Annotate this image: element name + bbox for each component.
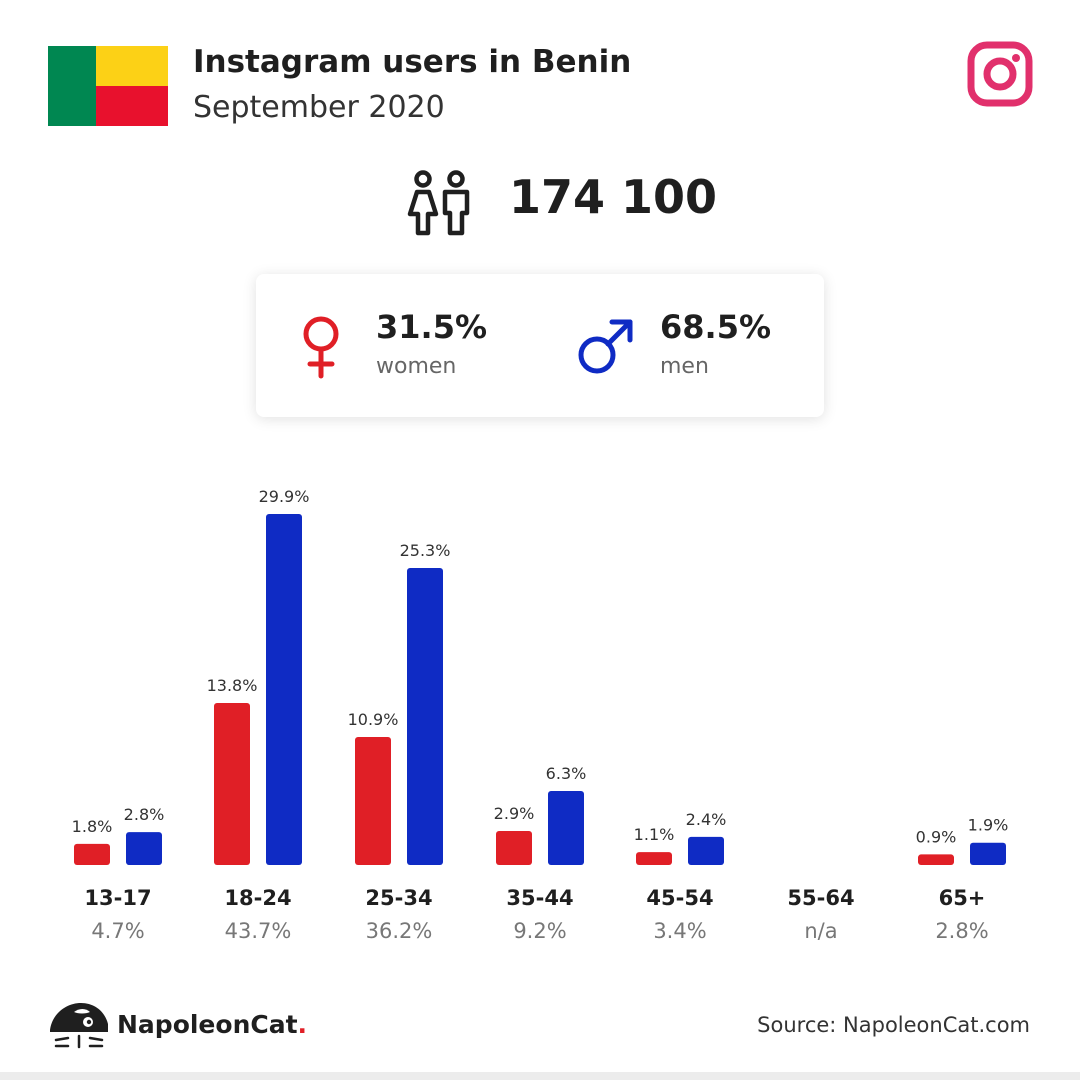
category-label-25-34: 25-34 bbox=[365, 886, 432, 910]
bar-men-25-34 bbox=[407, 568, 443, 865]
benin-flag bbox=[48, 46, 168, 126]
men-label: men bbox=[660, 354, 709, 379]
brand-dot: . bbox=[297, 1010, 308, 1039]
bar-men-35-44 bbox=[548, 791, 584, 865]
data-label-women-65+: 0.9% bbox=[916, 827, 957, 846]
flag-green-band bbox=[48, 46, 96, 126]
category-total-25-34: 36.2% bbox=[366, 919, 433, 943]
male-symbol-icon bbox=[578, 319, 633, 374]
data-label-men-35-44: 6.3% bbox=[546, 764, 587, 783]
age-gender-bar-chart: 1.8% 2.8% 13-17 4.7% 13.8% 29.9% 18-24 43.7% 10.… bbox=[72, 487, 1009, 943]
bar-women-13-17 bbox=[74, 843, 110, 865]
instagram-icon bbox=[967, 41, 1033, 107]
bar-men-18-24 bbox=[266, 514, 302, 865]
flag-red-band bbox=[96, 86, 168, 126]
female-symbol-icon bbox=[303, 316, 339, 379]
women-label: women bbox=[376, 354, 457, 379]
category-label-55-64: 55-64 bbox=[787, 886, 854, 910]
flag-yellow-band bbox=[96, 46, 168, 86]
bottom-strip bbox=[0, 1072, 1080, 1080]
data-label-women-18-24: 13.8% bbox=[207, 676, 258, 695]
category-label-13-17: 13-17 bbox=[84, 886, 151, 910]
bar-women-18-24 bbox=[214, 703, 250, 865]
category-label-45-54: 45-54 bbox=[646, 886, 713, 910]
data-label-men-25-34: 25.3% bbox=[400, 541, 451, 560]
category-total-55-64: n/a bbox=[804, 919, 837, 943]
page-title: Instagram users in Benin bbox=[193, 44, 632, 80]
men-percentage: 68.5% bbox=[660, 308, 772, 346]
brand-text: NapoleonCat bbox=[117, 1010, 298, 1039]
bar-men-45-54 bbox=[688, 836, 724, 865]
bar-women-35-44 bbox=[496, 830, 532, 865]
data-label-women-13-17: 1.8% bbox=[72, 817, 113, 836]
data-label-men-18-24: 29.9% bbox=[259, 487, 310, 506]
brand-name: NapoleonCat. bbox=[117, 1010, 307, 1039]
category-total-35-44: 9.2% bbox=[513, 919, 566, 943]
category-label-65+: 65+ bbox=[939, 886, 986, 910]
bar-women-25-34 bbox=[355, 737, 391, 865]
bar-women-65+ bbox=[918, 854, 954, 865]
category-label-35-44: 35-44 bbox=[506, 886, 573, 910]
bar-men-65+ bbox=[970, 842, 1006, 865]
data-label-men-13-17: 2.8% bbox=[124, 805, 165, 824]
category-total-13-17: 4.7% bbox=[91, 919, 144, 943]
napoleoncat-logo-icon bbox=[50, 1003, 108, 1049]
bar-women-45-54 bbox=[636, 852, 672, 865]
total-users: 174 100 bbox=[509, 170, 718, 224]
category-total-45-54: 3.4% bbox=[653, 919, 706, 943]
women-percentage: 31.5% bbox=[376, 308, 488, 346]
bar-men-13-17 bbox=[126, 832, 162, 865]
data-label-men-45-54: 2.4% bbox=[686, 810, 727, 829]
data-label-women-25-34: 10.9% bbox=[348, 710, 399, 729]
category-total-18-24: 43.7% bbox=[225, 919, 292, 943]
category-total-65+: 2.8% bbox=[935, 919, 988, 943]
data-label-women-45-54: 1.1% bbox=[634, 825, 675, 844]
data-label-men-65+: 1.9% bbox=[968, 816, 1009, 835]
category-label-18-24: 18-24 bbox=[224, 886, 291, 910]
page-subtitle: September 2020 bbox=[193, 90, 445, 125]
source-text: Source: NapoleonCat.com bbox=[757, 1013, 1030, 1037]
gender-card: 31.5% women 68.5% men bbox=[256, 274, 824, 417]
data-label-women-35-44: 2.9% bbox=[494, 804, 535, 823]
people-icon bbox=[407, 170, 470, 236]
